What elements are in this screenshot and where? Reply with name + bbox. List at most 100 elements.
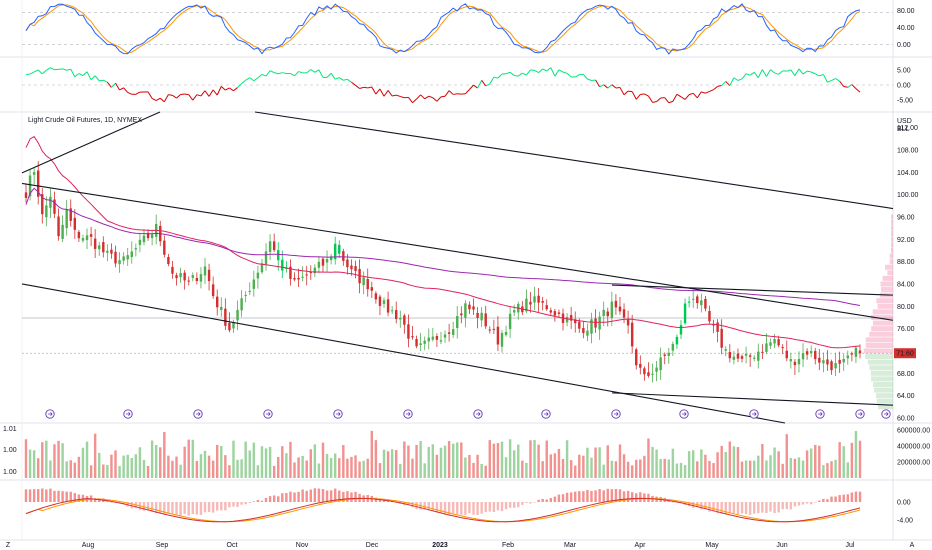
volume-left-label: 1.01: [3, 426, 17, 433]
macd-histogram-bar: [252, 501, 256, 502]
macd-histogram-bar: [289, 491, 292, 502]
volume-profile-bar: [889, 253, 893, 259]
macd-histogram-bar: [830, 496, 833, 502]
volume-bar: [655, 449, 658, 478]
macd-histogram-bar: [338, 490, 341, 502]
momentum-segment: [648, 95, 653, 103]
momentum-segment: [269, 70, 275, 74]
momentum-segment: [514, 74, 519, 77]
macd-histogram-bar: [98, 498, 101, 502]
momentum-segment: [347, 78, 352, 83]
candle-body: [716, 322, 719, 332]
momentum-segment: [847, 84, 853, 88]
candle-body: [36, 170, 40, 197]
momentum-segment: [542, 68, 547, 72]
macd-histogram-bar: [456, 502, 459, 515]
macd-histogram-bar: [167, 502, 170, 514]
volume-tick-label: 400000.00: [897, 444, 930, 451]
momentum-segment: [778, 70, 784, 75]
volume-tick-label: 600000.00: [897, 428, 930, 435]
macd-histogram-bar: [272, 495, 276, 502]
volume-bar: [753, 460, 756, 478]
candle-body: [789, 359, 793, 362]
candle-body: [423, 340, 426, 344]
candle-body: [228, 322, 231, 331]
momentum-segment: [99, 79, 104, 82]
volume-bar: [277, 457, 280, 478]
volume-bar: [740, 461, 744, 478]
candle-body: [744, 353, 748, 356]
volume-bar: [342, 445, 345, 478]
macd-histogram-bar: [431, 502, 435, 511]
candle-body: [582, 328, 585, 333]
candle-body: [407, 324, 410, 339]
volume-bar: [561, 458, 565, 478]
macd-histogram-bar: [69, 491, 72, 502]
candle-body: [73, 217, 77, 230]
volume-bar: [643, 455, 646, 478]
candle-body: [248, 290, 251, 292]
candle-body: [293, 278, 296, 280]
momentum-segment: [326, 72, 332, 78]
momentum-segment: [619, 87, 625, 95]
volume-bar: [565, 440, 569, 478]
macd-histogram-bar: [382, 499, 386, 502]
volume-bar: [736, 447, 740, 478]
volume-bar: [598, 447, 601, 478]
candle-body: [553, 311, 557, 316]
candle-body: [683, 303, 687, 324]
momentum-segment: [615, 86, 621, 89]
momentum-segment: [656, 97, 661, 103]
candle-body: [769, 342, 772, 346]
candle-body: [700, 300, 703, 306]
candle-body: [191, 275, 195, 278]
macd-histogram-bar: [630, 492, 634, 502]
macd-histogram-bar: [28, 489, 32, 502]
candle-body: [443, 334, 447, 338]
macd-histogram-bar: [484, 502, 487, 512]
candle-body: [122, 256, 125, 261]
volume-bar: [683, 465, 687, 478]
volume-profile-bar: [872, 309, 893, 315]
price-tick-label: 76.00: [897, 326, 915, 333]
volume-bar: [801, 460, 805, 478]
macd-histogram-bar: [118, 502, 121, 503]
chart-title: Light Crude Oil Futures, 1D, NYMEX: [28, 117, 142, 124]
macd-histogram-bar: [574, 491, 577, 502]
momentum-segment: [453, 93, 458, 95]
volume-bar: [285, 453, 288, 478]
volume-bar: [81, 447, 85, 478]
momentum-segment: [192, 94, 198, 101]
candle-body: [484, 313, 487, 327]
volume-bar: [354, 455, 357, 478]
macd-histogram-bar: [781, 502, 784, 510]
volume-bar: [797, 457, 801, 478]
candle-body: [671, 343, 675, 351]
momentum-segment: [29, 71, 35, 75]
momentum-segment: [237, 83, 242, 88]
last-price-label: 71.60: [896, 351, 914, 358]
candle-body: [720, 328, 723, 348]
volume-bar: [854, 431, 858, 478]
candle-body: [240, 298, 243, 311]
volume-bar: [32, 450, 36, 478]
macd-histogram-bar: [179, 502, 182, 516]
macd-histogram-bar: [549, 498, 553, 502]
volume-bar: [781, 463, 784, 478]
moving-average-fast: [25, 135, 861, 349]
candle-body: [724, 349, 727, 351]
volume-bar: [114, 450, 117, 478]
volume-bar: [36, 458, 40, 478]
macd-histogram-bar: [309, 489, 312, 502]
volume-bar: [574, 465, 577, 478]
candle-body: [386, 299, 390, 313]
volume-bar: [203, 450, 207, 478]
candle-body: [32, 172, 36, 175]
candle-body: [118, 260, 121, 265]
macd-histogram-bar: [285, 493, 288, 502]
momentum-segment: [310, 69, 316, 73]
volume-bar: [675, 463, 679, 478]
candle-body: [183, 272, 186, 281]
candle-body: [635, 349, 638, 366]
